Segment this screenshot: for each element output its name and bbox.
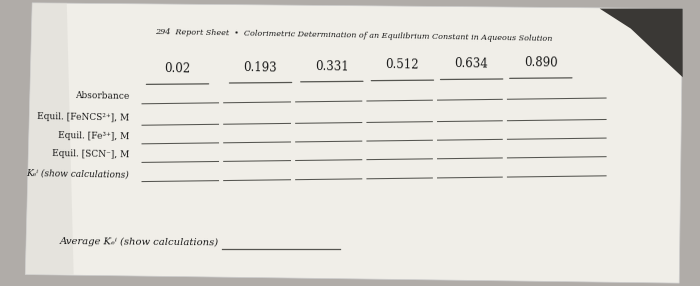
Text: Absorbance: Absorbance: [75, 91, 129, 101]
Text: 0.331: 0.331: [315, 60, 349, 73]
Text: Kₑⁱ (show calculations): Kₑⁱ (show calculations): [26, 168, 129, 179]
Text: 0.634: 0.634: [454, 57, 489, 71]
Text: 0.890: 0.890: [524, 56, 558, 70]
Text: 0.193: 0.193: [244, 61, 277, 74]
Text: 0.02: 0.02: [164, 62, 190, 76]
Text: Equil. [SCN⁻], M: Equil. [SCN⁻], M: [52, 149, 129, 160]
Text: 0.512: 0.512: [386, 59, 419, 72]
Polygon shape: [600, 9, 682, 77]
Text: 294  Report Sheet  •  Colorimetric Determination of an Equilibrium Constant in A: 294 Report Sheet • Colorimetric Determin…: [155, 28, 553, 43]
Text: Average Kₑⁱ (show calculations): Average Kₑⁱ (show calculations): [60, 237, 219, 247]
Polygon shape: [25, 3, 682, 283]
Text: Equil. [Fe³⁺], M: Equil. [Fe³⁺], M: [57, 131, 129, 141]
Text: Equil. [FeNCS²⁺], M: Equil. [FeNCS²⁺], M: [37, 112, 129, 123]
Polygon shape: [25, 3, 74, 275]
